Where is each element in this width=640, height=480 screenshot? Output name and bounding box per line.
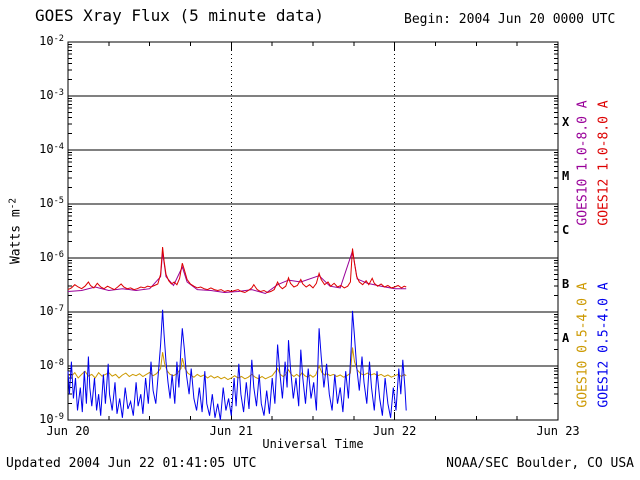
x-tick-label: Jun 23 (536, 424, 580, 438)
chart-title: GOES Xray Flux (5 minute data) (35, 6, 324, 25)
x-tick-label: Jun 21 (209, 424, 253, 438)
begin-timestamp: Begin: 2004 Jun 20 0000 UTC (404, 12, 616, 27)
series-line-goes12-1-0-8-0-a (67, 246, 407, 294)
flare-class-label-b: B (562, 277, 570, 291)
plot-frame (67, 41, 559, 421)
legend-label-goes12-0-5-4-0-a: GOES12 0.5-4.0 A (596, 282, 612, 408)
legend-label-goes10-0-5-4-0-a: GOES10 0.5-4.0 A (575, 282, 591, 408)
x-axis-title: Universal Time (262, 437, 364, 451)
series-line-goes12-0-5-4-0-a (67, 309, 407, 421)
x-tick-label: Jun 22 (372, 424, 417, 438)
y-tick-label: 10-8 (39, 358, 64, 372)
y-tick-label: 10-9 (39, 412, 64, 426)
y-tick-label: 10-7 (39, 304, 64, 318)
y-tick-label: 10-4 (39, 142, 64, 156)
credit-text: NOAA/SEC Boulder, CO USA (446, 456, 634, 471)
y-axis-title-exponent: -2 (7, 197, 19, 210)
updated-timestamp: Updated 2004 Jun 22 01:41:05 UTC (6, 456, 257, 471)
legend-label-goes10-1-0-8-0-a: GOES10 1.0-8.0 A (575, 100, 591, 226)
flare-class-label-m: M (562, 169, 570, 183)
series-line-goes10-0-5-4-0-a (67, 347, 407, 381)
legend-label-goes12-1-0-8-0-a: GOES12 1.0-8.0 A (596, 100, 612, 226)
flare-class-label-x: X (562, 115, 570, 129)
y-axis-title-base: Watts m (8, 209, 24, 265)
y-tick-label: 10-5 (39, 196, 64, 210)
y-tick-label: 10-6 (39, 250, 64, 264)
flare-class-label-c: C (562, 223, 570, 237)
y-tick-label: 10-2 (39, 34, 64, 48)
y-tick-label: 10-3 (39, 88, 64, 102)
flare-class-label-a: A (562, 331, 570, 345)
y-axis-title: Watts m-2 (7, 197, 24, 265)
x-tick-label: Jun 20 (46, 424, 90, 438)
